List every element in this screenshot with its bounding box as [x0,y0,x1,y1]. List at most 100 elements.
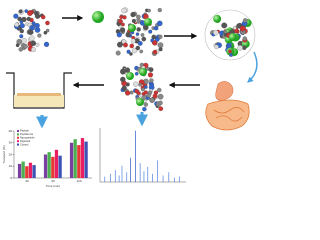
bar [84,141,88,178]
atom [41,15,46,20]
atom [157,42,164,48]
atom [152,49,158,55]
atom [118,19,123,24]
atom [115,50,121,56]
atom [135,45,141,51]
cell-layer [17,93,61,96]
legend-label: Peptide [20,129,29,133]
atom [120,76,126,83]
atom [19,23,25,29]
legend-label: Nanoparticle [20,135,35,139]
calcium-ion [213,14,222,23]
atom [147,8,151,13]
atom [24,9,29,13]
atom [119,15,123,19]
atom [237,45,243,51]
atom [18,9,23,14]
atom [148,29,153,34]
atom [239,25,246,32]
atom [45,20,50,26]
legend-swatch [17,133,19,136]
atom [228,49,232,54]
calcium-ion [136,98,144,106]
atom [242,36,247,41]
atom [143,90,148,95]
atom [130,38,136,44]
atom [138,82,143,87]
atom [158,100,163,106]
x-tick-label: 60 [51,179,55,183]
bar [73,139,77,178]
atom [121,7,127,14]
atom [147,72,153,78]
atom [43,41,50,48]
atom [130,12,136,18]
atom [149,78,154,83]
atom [149,97,155,103]
atom [27,29,34,35]
atom [116,32,122,38]
atom [125,32,131,38]
atom [35,42,40,47]
bar [25,166,29,178]
atom [154,26,159,31]
atom [19,20,24,24]
atom [157,93,164,100]
legend-label: Control [20,142,29,146]
atom [132,47,138,54]
atom [158,47,163,52]
x-tick-label: 30 [25,179,29,183]
calcium-ion [139,68,147,76]
atom [129,90,134,95]
atom [129,52,133,56]
atom [136,14,141,20]
legend-swatch [17,136,19,139]
calcium-ion [126,72,134,80]
atom [157,8,162,13]
atom [155,37,160,42]
atom [133,81,139,87]
atom [22,43,28,49]
atom [143,102,149,107]
atom [229,53,233,57]
atom [16,38,23,45]
transwell [6,72,72,109]
calcium-ion [144,18,152,26]
calcium-ion [128,24,136,32]
bar [32,165,36,178]
bar [54,149,59,178]
atom [14,22,20,28]
atom [158,106,164,112]
y-axis-label: Transport (%) [2,145,6,163]
atom [137,40,143,46]
atom [158,34,163,39]
atom [131,19,136,24]
atom [26,16,31,22]
atom [121,85,127,91]
atom [37,33,42,38]
atom [27,10,33,16]
atom [21,37,27,44]
atom [120,68,126,75]
graphical-abstract: 0 10 20 30 40 Transport (%) Time (min) 30 60 120 P… [2,7,258,188]
atom [223,30,228,34]
atom [129,43,134,49]
atom [45,28,50,33]
atom [139,49,144,54]
atom [21,16,27,23]
atom [126,49,131,54]
atom [34,13,40,19]
page: {"transport_chart": {"type": "bar", "x_l… [1,7,258,188]
atom [152,40,158,46]
legend-swatch [17,143,19,146]
calcium-ion [228,33,237,42]
atom [142,107,147,112]
bar [21,161,25,178]
atom [144,85,148,89]
atom [146,93,152,98]
atom [119,27,126,33]
atom [221,22,228,29]
atom [242,18,248,23]
legend-label: Digested [20,139,31,143]
atom [141,36,147,42]
